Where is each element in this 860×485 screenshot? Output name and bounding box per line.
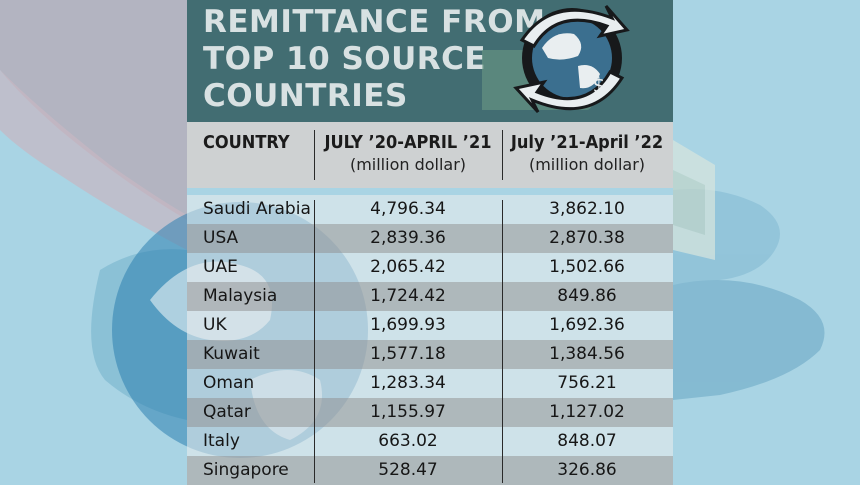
country-cell: Kuwait — [203, 344, 260, 364]
country-cell: USA — [203, 228, 239, 248]
value-cell-2020-21: 1,577.18 — [370, 344, 446, 364]
value-cell-2021-22: 1,127.02 — [549, 402, 625, 422]
header-period-2020-21: JULY ’20-APRIL ’21 (million dollar) — [324, 132, 492, 174]
value-cell-2020-21: 2,065.42 — [370, 257, 446, 277]
table-row: Singapore 528.47 326.86 — [187, 456, 673, 485]
globe-with-dollar-arrows-icon: $ — [482, 5, 630, 114]
table-row: Malaysia 1,724.42 849.86 — [187, 282, 673, 311]
value-cell-2020-21: 1,155.97 — [370, 402, 446, 422]
country-cell: Qatar — [203, 402, 251, 422]
table-header: COUNTRY JULY ’20-APRIL ’21 (million doll… — [187, 122, 673, 188]
value-cell-2021-22: 1,384.56 — [549, 344, 625, 364]
sleeve-shape — [0, 70, 187, 250]
table-row: Kuwait 1,577.18 1,384.56 — [187, 340, 673, 369]
value-cell-2020-21: 2,839.36 — [370, 228, 446, 248]
column-divider — [314, 200, 315, 483]
table-row: Italy 663.02 848.07 — [187, 427, 673, 456]
value-cell-2021-22: 849.86 — [557, 286, 617, 306]
money-stack-icon — [673, 140, 715, 260]
country-cell: Italy — [203, 431, 240, 451]
table-row: UK 1,699.93 1,692.36 — [187, 311, 673, 340]
column-divider — [502, 130, 503, 180]
value-cell-2020-21: 663.02 — [378, 431, 438, 451]
country-cell: Malaysia — [203, 286, 278, 306]
value-cell-2021-22: 1,692.36 — [549, 315, 625, 335]
value-cell-2021-22: 2,870.38 — [549, 228, 625, 248]
value-cell-2021-22: 3,862.10 — [549, 199, 625, 219]
value-cell-2021-22: 326.86 — [557, 460, 617, 480]
table-row: Qatar 1,155.97 1,127.02 — [187, 398, 673, 427]
dollar-sign-icon: $ — [593, 73, 606, 97]
country-cell: UAE — [203, 257, 238, 277]
table-row: USA 2,839.36 2,870.38 — [187, 224, 673, 253]
country-cell: UK — [203, 315, 227, 335]
value-cell-2020-21: 1,699.93 — [370, 315, 446, 335]
hand-shadow-shape — [0, 0, 187, 220]
header-period-2021-22: July ’21-April ’22 (million dollar) — [510, 132, 664, 174]
table-row: UAE 2,065.42 1,502.66 — [187, 253, 673, 282]
value-cell-2021-22: 756.21 — [557, 373, 617, 393]
value-cell-2020-21: 528.47 — [378, 460, 438, 480]
country-cell: Saudi Arabia — [203, 199, 311, 219]
header-country: COUNTRY — [203, 132, 290, 153]
column-divider — [314, 130, 315, 180]
value-cell-2020-21: 1,724.42 — [370, 286, 446, 306]
country-cell: Oman — [203, 373, 255, 393]
value-cell-2021-22: 848.07 — [557, 431, 617, 451]
country-cell: Singapore — [203, 460, 289, 480]
value-cell-2020-21: 1,283.34 — [370, 373, 446, 393]
table-row: Oman 1,283.34 756.21 — [187, 369, 673, 398]
table-row: Saudi Arabia 4,796.34 3,862.10 — [187, 195, 673, 224]
column-divider — [502, 200, 503, 483]
value-cell-2020-21: 4,796.34 — [370, 199, 446, 219]
remittance-table: COUNTRY JULY ’20-APRIL ’21 (million doll… — [187, 122, 673, 485]
value-cell-2021-22: 1,502.66 — [549, 257, 625, 277]
